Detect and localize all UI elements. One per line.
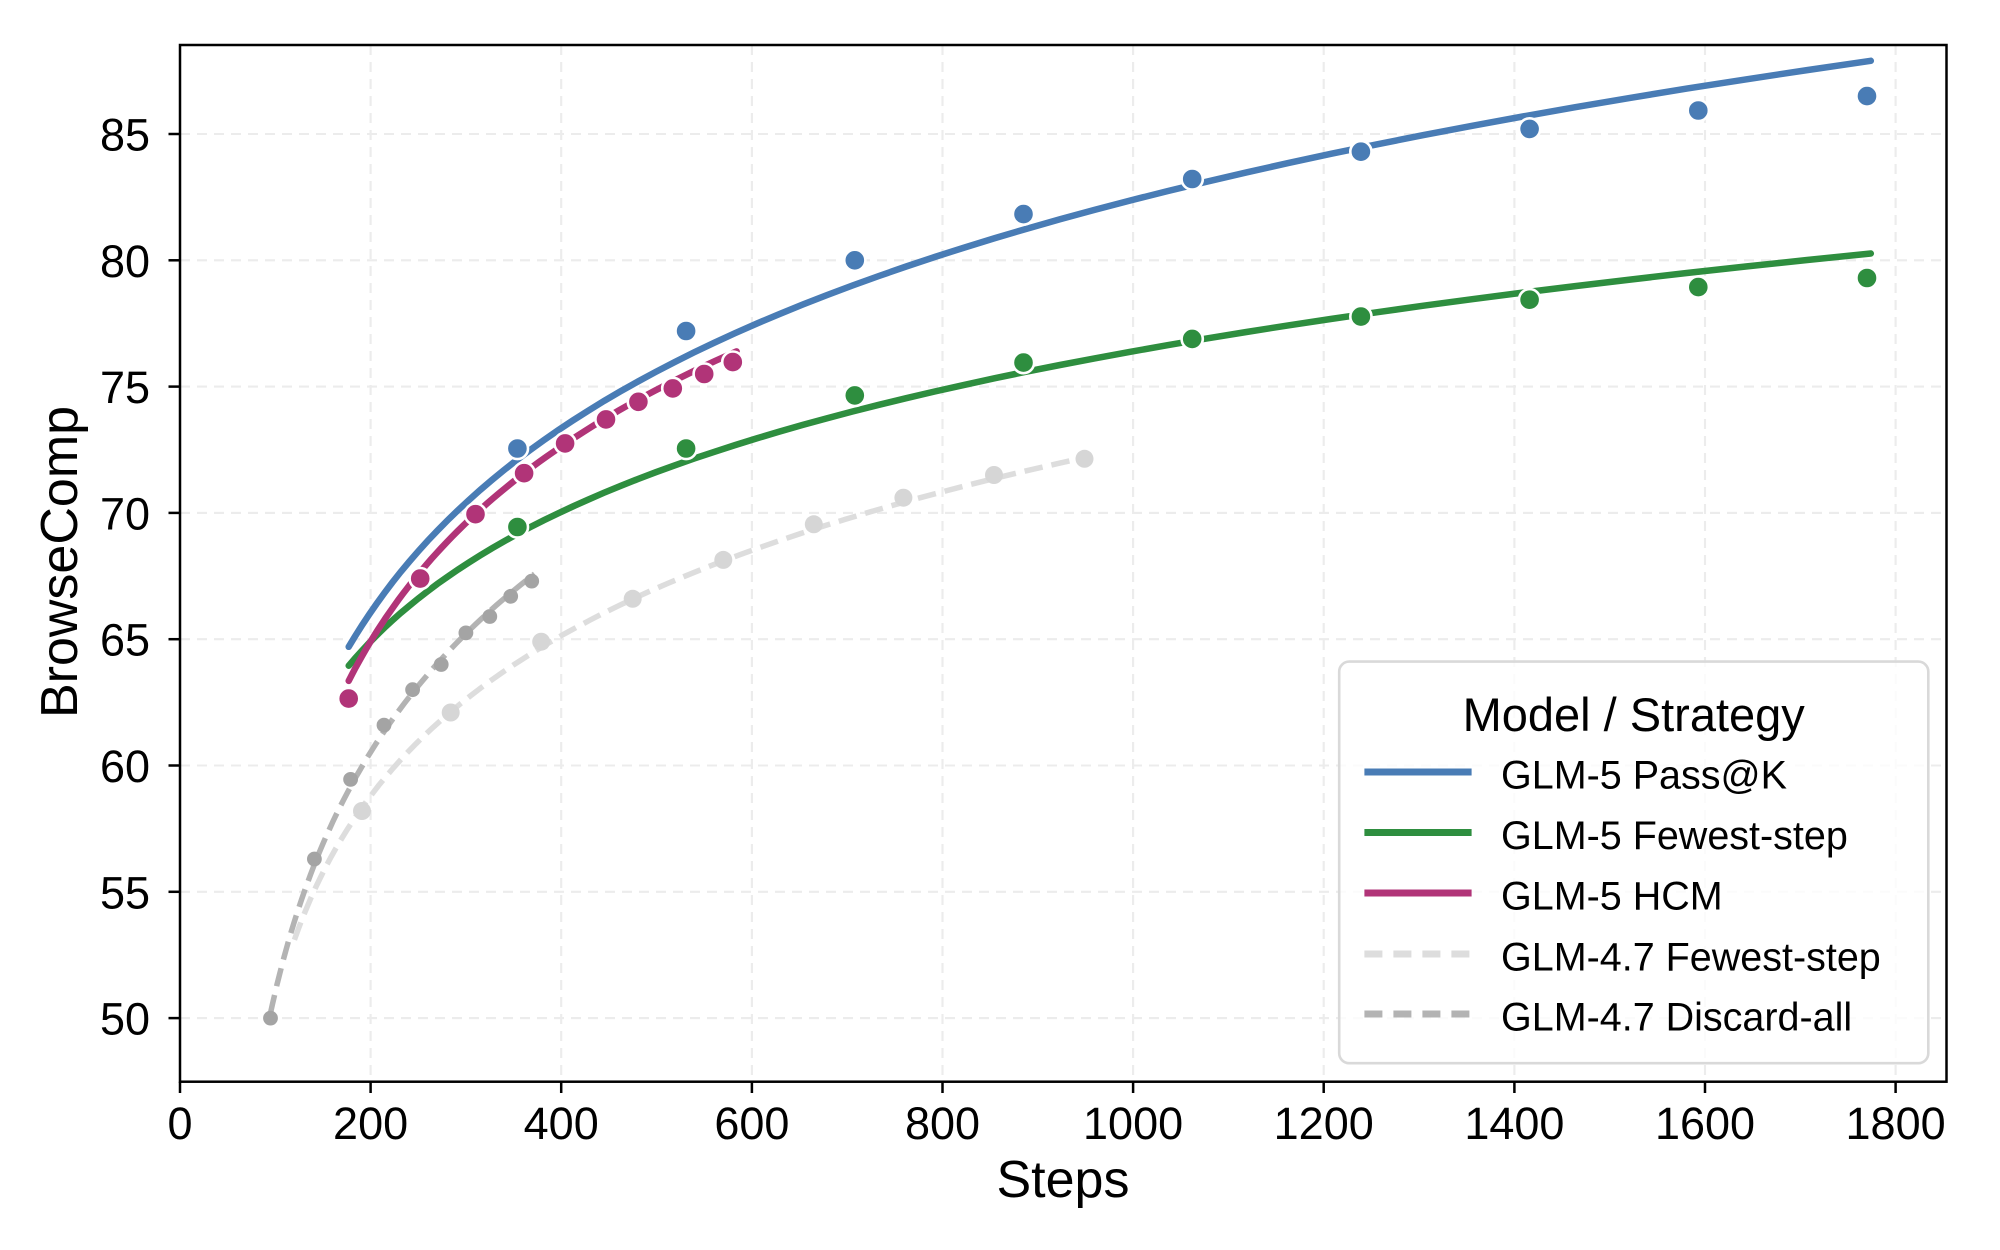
svg-text:GLM-5 HCM: GLM-5 HCM [1501, 875, 1723, 919]
svg-text:Steps: Steps [997, 1151, 1130, 1209]
svg-text:60: 60 [100, 741, 150, 792]
svg-text:75: 75 [100, 362, 150, 413]
svg-text:GLM-4.7 Discard-all: GLM-4.7 Discard-all [1501, 996, 1852, 1040]
svg-text:200: 200 [333, 1098, 408, 1149]
svg-text:55: 55 [100, 867, 150, 918]
svg-text:1600: 1600 [1655, 1098, 1755, 1149]
svg-text:600: 600 [714, 1098, 789, 1149]
svg-text:GLM-5 Pass@K: GLM-5 Pass@K [1501, 754, 1787, 798]
svg-text:BrowseComp: BrowseComp [31, 406, 89, 718]
svg-text:1200: 1200 [1274, 1098, 1374, 1149]
svg-text:1000: 1000 [1083, 1098, 1183, 1149]
svg-text:80: 80 [100, 236, 150, 287]
svg-text:400: 400 [524, 1098, 599, 1149]
svg-text:1400: 1400 [1464, 1098, 1564, 1149]
svg-text:Model / Strategy: Model / Strategy [1463, 688, 1806, 741]
svg-text:50: 50 [100, 994, 150, 1045]
svg-text:65: 65 [100, 615, 150, 666]
svg-text:800: 800 [905, 1098, 980, 1149]
svg-text:GLM-4.7 Fewest-step: GLM-4.7 Fewest-step [1501, 936, 1881, 980]
svg-text:GLM-5 Fewest-step: GLM-5 Fewest-step [1501, 814, 1848, 858]
svg-text:1800: 1800 [1846, 1098, 1946, 1149]
svg-text:70: 70 [100, 488, 150, 539]
svg-text:85: 85 [100, 110, 150, 161]
svg-text:0: 0 [167, 1098, 192, 1149]
